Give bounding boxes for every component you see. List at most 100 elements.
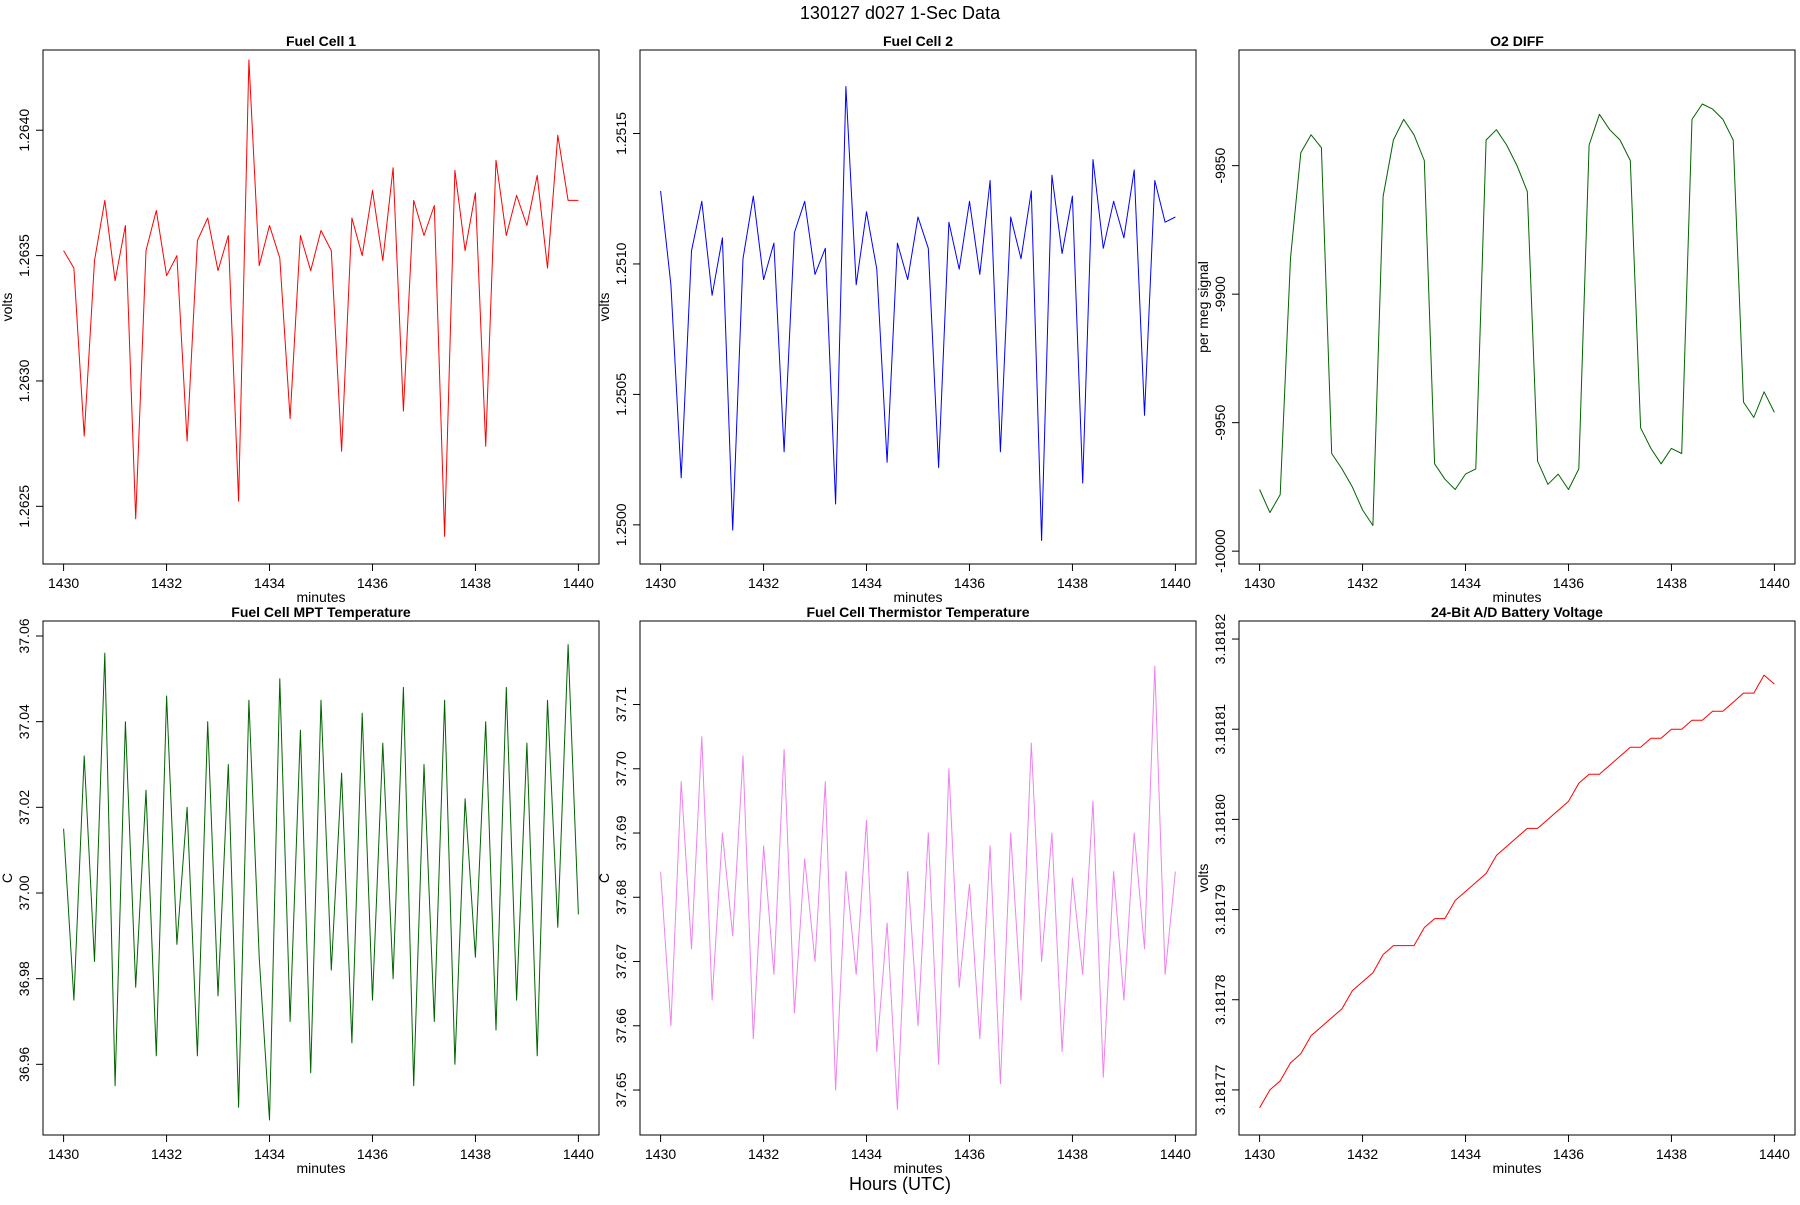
y-tick-label: 37.02 [16, 790, 32, 825]
x-axis-label: minutes [893, 589, 942, 605]
y-axis-label: C [0, 873, 15, 883]
y-axis-label: volts [1195, 864, 1211, 893]
x-tick-label: 1440 [1759, 1146, 1790, 1162]
x-tick-label: 1430 [645, 1146, 676, 1162]
y-tick-label: 36.96 [16, 1047, 32, 1082]
y-tick-label: -9900 [1212, 276, 1228, 312]
y-tick-label: 1.2625 [16, 485, 32, 528]
x-tick-label: 1436 [954, 1146, 985, 1162]
y-axis-label: per meg signal [1195, 261, 1211, 353]
y-tick-label: 37.71 [613, 687, 629, 722]
y-tick-label: 1.2630 [16, 359, 32, 402]
x-tick-label: 1430 [1244, 1146, 1275, 1162]
x-axis-label: minutes [296, 1160, 345, 1176]
plot-frame [639, 620, 1197, 1136]
series-line [660, 86, 1176, 541]
y-tick-label: 1.2500 [613, 503, 629, 546]
x-axis-label: minutes [893, 1160, 942, 1176]
y-tick-label: 37.06 [16, 618, 32, 653]
y-tick-label: 37.04 [16, 704, 32, 739]
y-tick-label: 1.2640 [16, 109, 32, 152]
plot-frame [42, 49, 600, 565]
y-axis-label: volts [596, 293, 612, 322]
plot-frame [639, 49, 1197, 565]
y-tick-label: 37.00 [16, 875, 32, 910]
panel-3: O2 DIFF 1430 1432 1434 1436 1438 1440 -10000 -99… [1195, 33, 1796, 605]
x-tick-label: 1438 [1057, 575, 1088, 591]
panel-title: Fuel Cell 2 [883, 33, 953, 49]
panel-6: 24-Bit A/D Battery Voltage 1430 1432 1434 14… [1195, 604, 1796, 1176]
x-tick-label: 1432 [151, 575, 182, 591]
x-tick-label: 1432 [748, 1146, 779, 1162]
y-tick-label: -9950 [1212, 405, 1228, 441]
panel-title: Fuel Cell 1 [286, 33, 356, 49]
series-line [63, 644, 579, 1121]
plot-frame [1238, 620, 1796, 1136]
panel-title: Fuel Cell MPT Temperature [231, 604, 411, 620]
x-tick-label: 1438 [1656, 1146, 1687, 1162]
x-tick-label: 1440 [1759, 575, 1790, 591]
x-axis-label: minutes [1492, 1160, 1541, 1176]
x-tick-label: 1432 [151, 1146, 182, 1162]
y-axis-label: C [596, 873, 612, 883]
series-line [1259, 674, 1775, 1109]
x-tick-label: 1440 [563, 1146, 594, 1162]
series-line [1259, 103, 1775, 526]
x-tick-label: 1436 [1553, 1146, 1584, 1162]
y-tick-label: 37.66 [613, 1008, 629, 1043]
x-tick-label: 1438 [460, 575, 491, 591]
y-tick-label: -10000 [1212, 529, 1228, 573]
x-tick-label: 1438 [460, 1146, 491, 1162]
x-tick-label: 1434 [851, 1146, 882, 1162]
x-tick-label: 1440 [1160, 575, 1191, 591]
y-tick-label: 37.65 [613, 1072, 629, 1107]
x-tick-label: 1432 [1347, 1146, 1378, 1162]
x-tick-label: 1430 [645, 575, 676, 591]
x-tick-label: 1436 [954, 575, 985, 591]
panels: Fuel Cell 1 1430 1432 1434 1436 1438 1440 1.262… [0, 33, 1796, 1176]
x-tick-label: 1432 [1347, 575, 1378, 591]
panel-4: Fuel Cell MPT Temperature 1430 1432 1434 143… [0, 604, 600, 1176]
x-tick-label: 1430 [48, 1146, 79, 1162]
y-tick-label: -9850 [1212, 148, 1228, 184]
x-tick-label: 1434 [254, 1146, 285, 1162]
y-tick-label: 1.2635 [16, 234, 32, 277]
panel-title: Fuel Cell Thermistor Temperature [806, 604, 1029, 620]
y-tick-label: 3.18181 [1212, 704, 1228, 755]
y-tick-label: 3.18179 [1212, 884, 1228, 935]
x-tick-label: 1440 [563, 575, 594, 591]
y-tick-label: 3.18177 [1212, 1064, 1228, 1115]
x-tick-label: 1434 [1450, 575, 1481, 591]
series-line [660, 665, 1176, 1110]
x-tick-label: 1436 [357, 1146, 388, 1162]
x-tick-label: 1430 [48, 575, 79, 591]
y-tick-label: 1.2510 [613, 242, 629, 285]
panel-5: Fuel Cell Thermistor Temperature 1430 1432… [596, 604, 1197, 1176]
x-tick-label: 1438 [1656, 575, 1687, 591]
y-axis-label: volts [0, 293, 15, 322]
x-tick-label: 1436 [1553, 575, 1584, 591]
x-tick-label: 1430 [1244, 575, 1275, 591]
x-tick-label: 1438 [1057, 1146, 1088, 1162]
x-axis-label: minutes [1492, 589, 1541, 605]
x-tick-label: 1434 [851, 575, 882, 591]
x-tick-label: 1434 [1450, 1146, 1481, 1162]
y-tick-label: 37.70 [613, 751, 629, 786]
panel-2: Fuel Cell 2 1430 1432 1434 1436 1438 1440 1.250… [596, 33, 1197, 605]
x-axis-label: minutes [296, 589, 345, 605]
series-line [63, 59, 579, 537]
y-tick-label: 37.68 [613, 880, 629, 915]
x-tick-label: 1432 [748, 575, 779, 591]
panel-title: 24-Bit A/D Battery Voltage [1431, 604, 1603, 620]
y-tick-label: 37.67 [613, 944, 629, 979]
x-tick-label: 1440 [1160, 1146, 1191, 1162]
panel-title: O2 DIFF [1490, 33, 1544, 49]
y-tick-label: 3.18178 [1212, 974, 1228, 1025]
figure-xlabel: Hours (UTC) [849, 1174, 951, 1194]
x-tick-label: 1436 [357, 575, 388, 591]
plot-frame [1238, 49, 1796, 565]
y-tick-label: 1.2515 [613, 112, 629, 155]
panel-1: Fuel Cell 1 1430 1432 1434 1436 1438 1440 1.262… [0, 33, 600, 605]
